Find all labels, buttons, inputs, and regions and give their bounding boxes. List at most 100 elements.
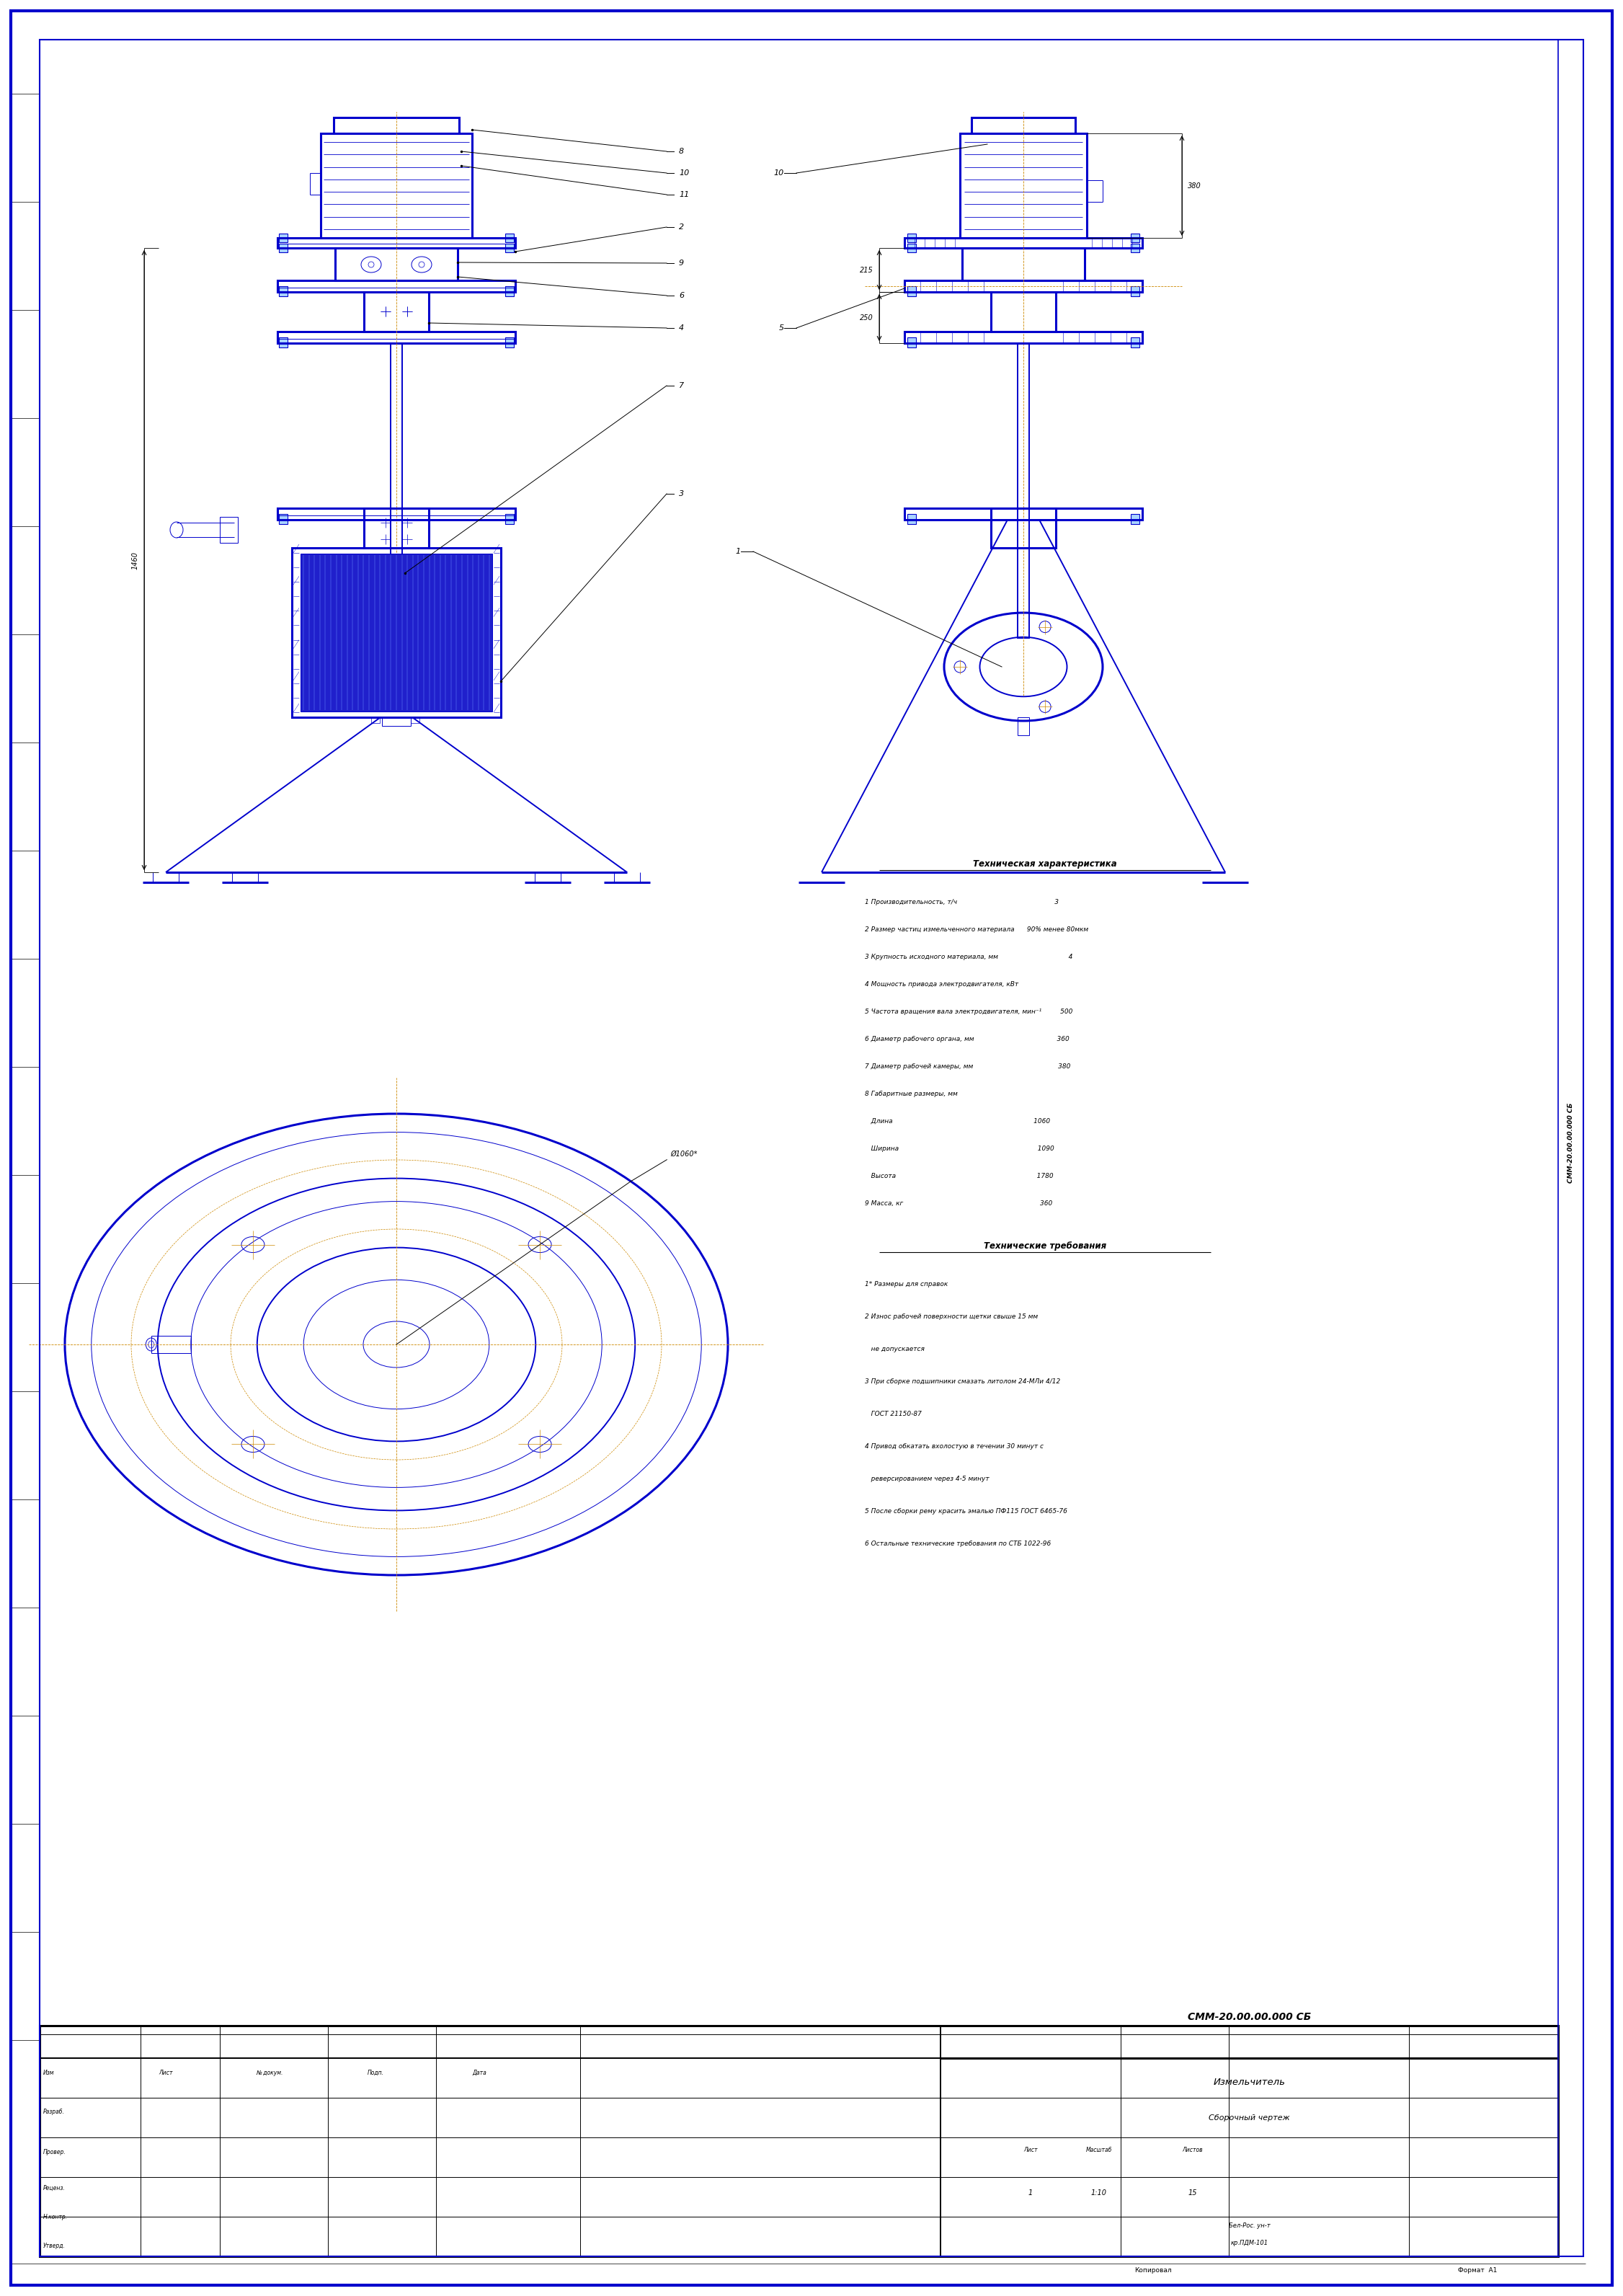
- Bar: [279, 287, 287, 296]
- Text: Н.контр.: Н.контр.: [44, 2213, 68, 2220]
- Text: Формат  А1: Формат А1: [1457, 2266, 1496, 2273]
- Text: Лист: Лист: [159, 2069, 172, 2076]
- Text: Ø1060*: Ø1060*: [670, 1150, 698, 1157]
- Bar: [372, 716, 380, 723]
- Text: 6 Остальные технические требования по СТБ 1022-96: 6 Остальные технические требования по СТ…: [865, 1541, 1052, 1548]
- Bar: [300, 553, 492, 712]
- Text: ГОСТ 21150-87: ГОСТ 21150-87: [865, 1410, 922, 1417]
- Bar: [279, 514, 287, 523]
- Text: 5 Частота вращения вала электродвигателя, мин⁻¹         500: 5 Частота вращения вала электродвигателя…: [865, 1008, 1073, 1015]
- Bar: [334, 248, 458, 280]
- Text: Ширина                                                                   1090: Ширина 1090: [865, 1146, 1055, 1153]
- Text: 2 Износ рабочей поверхности щетки свыше 15 мм: 2 Износ рабочей поверхности щетки свыше …: [865, 1313, 1037, 1320]
- Bar: [505, 234, 514, 241]
- Text: 250: 250: [860, 315, 873, 321]
- Text: 6: 6: [678, 292, 683, 298]
- Bar: [505, 338, 514, 347]
- Bar: [1018, 716, 1029, 735]
- Text: 3 При сборке подшипники смазать литолом 24-МЛи 4/12: 3 При сборке подшипники смазать литолом …: [865, 1378, 1060, 1384]
- Text: 1: 1: [1029, 2190, 1032, 2197]
- Text: 5: 5: [779, 324, 784, 331]
- Bar: [907, 234, 915, 241]
- Ellipse shape: [388, 613, 404, 652]
- Text: 4 Мощность привода электродвигателя, кВт: 4 Мощность привода электродвигателя, кВт: [865, 980, 1018, 987]
- Bar: [505, 243, 514, 253]
- Bar: [972, 117, 1076, 133]
- Bar: [904, 507, 1143, 519]
- Text: Сборочный чертеж: Сборочный чертеж: [1209, 2115, 1290, 2122]
- Text: 3 Крупность исходного материала, мм                                  4: 3 Крупность исходного материала, мм 4: [865, 953, 1073, 960]
- Bar: [1131, 234, 1139, 241]
- Bar: [907, 338, 915, 347]
- Bar: [364, 292, 428, 331]
- Text: 2: 2: [678, 223, 683, 230]
- Bar: [411, 716, 419, 723]
- Bar: [219, 517, 239, 542]
- Bar: [334, 117, 459, 133]
- Bar: [1018, 342, 1029, 638]
- Text: Бел-Рос. ун-т: Бел-Рос. ун-т: [1229, 2223, 1271, 2229]
- Bar: [321, 133, 472, 239]
- Bar: [39, 2025, 1558, 2257]
- Bar: [1131, 287, 1139, 296]
- Bar: [278, 507, 514, 519]
- Bar: [962, 248, 1084, 280]
- Bar: [381, 716, 411, 726]
- Text: не допускается: не допускается: [865, 1345, 925, 1352]
- Bar: [959, 133, 1087, 239]
- Text: Техническая характеристика: Техническая характеристика: [974, 859, 1117, 868]
- Text: 1* Размеры для справок: 1* Размеры для справок: [865, 1281, 948, 1288]
- Text: Масштаб: Масштаб: [1086, 2147, 1112, 2154]
- Text: Утверд.: Утверд.: [44, 2243, 65, 2248]
- Text: Высота                                                                    1780: Высота 1780: [865, 1173, 1053, 1180]
- Text: 4 Привод обкатать вхолостую в течении 30 минут с: 4 Привод обкатать вхолостую в течении 30…: [865, 1444, 1044, 1449]
- Text: 1 Производительность, т/ч                                               3: 1 Производительность, т/ч 3: [865, 900, 1058, 905]
- Text: Копировал: Копировал: [1134, 2266, 1172, 2273]
- Text: 8 Габаритные размеры, мм: 8 Габаритные размеры, мм: [865, 1091, 958, 1097]
- Bar: [292, 549, 502, 716]
- Text: 1: 1: [735, 549, 740, 556]
- Bar: [278, 280, 514, 292]
- Bar: [505, 514, 514, 523]
- Text: Лист: Лист: [1024, 2147, 1037, 2154]
- Text: 7: 7: [678, 381, 683, 390]
- Bar: [907, 287, 915, 296]
- Bar: [278, 331, 514, 342]
- Text: 6 Диаметр рабочего органа, мм                                        360: 6 Диаметр рабочего органа, мм 360: [865, 1035, 1070, 1042]
- Bar: [1558, 39, 1584, 2257]
- Bar: [279, 243, 287, 253]
- Text: 8: 8: [678, 147, 683, 156]
- Text: 7 Диаметр рабочей камеры, мм                                         380: 7 Диаметр рабочей камеры, мм 380: [865, 1063, 1071, 1070]
- Text: Листов: Листов: [1183, 2147, 1203, 2154]
- Bar: [992, 292, 1057, 331]
- Bar: [907, 514, 915, 523]
- Bar: [364, 507, 428, 549]
- Bar: [907, 243, 915, 253]
- Text: 1460: 1460: [131, 551, 140, 569]
- Bar: [1131, 243, 1139, 253]
- Text: 9: 9: [678, 259, 683, 266]
- Text: 9 Масса, кг                                                                  360: 9 Масса, кг 360: [865, 1201, 1052, 1208]
- Text: СММ-20.00.00.000 СБ: СММ-20.00.00.000 СБ: [1188, 2011, 1311, 2023]
- Bar: [278, 239, 514, 248]
- Text: 10: 10: [774, 170, 784, 177]
- Bar: [904, 331, 1143, 342]
- Text: № докум.: № докум.: [256, 2069, 282, 2076]
- Text: 5 После сборки рему красить эмалью ПФ115 ГОСТ 6465-76: 5 После сборки рему красить эмалью ПФ115…: [865, 1508, 1068, 1515]
- Text: 11: 11: [678, 191, 690, 197]
- Text: 215: 215: [860, 266, 873, 273]
- Bar: [904, 280, 1143, 292]
- Text: Провер.: Провер.: [44, 2149, 67, 2156]
- Text: 380: 380: [1188, 181, 1201, 188]
- Text: Длина                                                                    1060: Длина 1060: [865, 1118, 1050, 1125]
- Text: 15: 15: [1188, 2190, 1198, 2197]
- Text: кр.ПДМ-101: кр.ПДМ-101: [1230, 2241, 1268, 2245]
- Text: Технические требования: Технические требования: [984, 1242, 1107, 1251]
- Text: Измельчитель: Измельчитель: [1214, 2078, 1285, 2087]
- Text: 2 Размер частиц измельченного материала      90% менее 80мкм: 2 Размер частиц измельченного материала …: [865, 925, 1089, 932]
- Bar: [151, 1336, 192, 1352]
- Text: Подп.: Подп.: [367, 2069, 385, 2076]
- Text: 3: 3: [678, 491, 683, 498]
- Text: 10: 10: [678, 170, 690, 177]
- Text: 4: 4: [678, 324, 683, 331]
